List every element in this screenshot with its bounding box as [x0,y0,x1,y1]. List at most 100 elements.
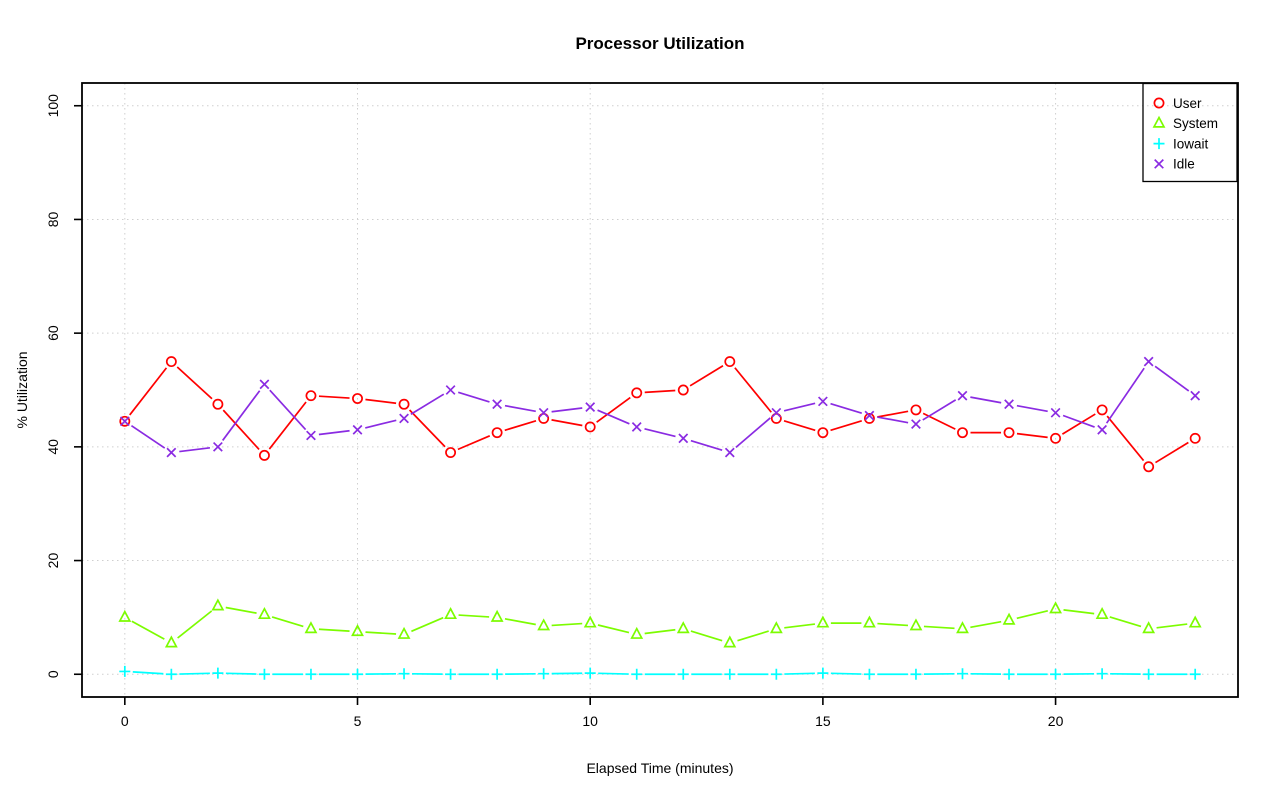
series-segment [877,622,909,627]
data-point-marker [444,606,457,620]
series-segment [179,672,210,675]
series-segment [1016,404,1048,413]
data-point-marker [258,449,270,461]
data-point-marker [212,398,224,410]
data-point-marker [677,384,689,396]
x-tick-label: 0 [121,713,129,729]
data-point-marker [1097,424,1108,435]
data-point-marker [164,635,178,648]
data-point-marker [1049,601,1062,614]
series-segment [457,391,490,403]
data-point-marker [306,430,316,441]
data-point-marker [1143,668,1155,680]
series-segment [877,416,909,424]
data-point-marker [165,668,177,680]
data-point-marker [398,668,410,680]
series-segment [457,435,491,451]
series-user [119,356,1201,473]
series-segment [408,409,446,448]
y-tick-label: 60 [45,325,61,341]
chart-title: Processor Utilization [575,34,744,53]
data-point-marker [631,387,643,399]
series-segment [504,404,536,413]
data-point-marker [399,413,409,424]
data-point-marker [166,447,177,458]
data-point-marker [863,412,875,424]
data-point-marker [678,433,689,444]
data-point-marker [911,419,921,430]
data-point-marker [1143,461,1155,473]
y-tick-label: 100 [45,94,61,118]
series-system [118,598,1202,648]
series-segment [1016,609,1049,620]
series-segment [551,407,583,413]
series-segment [690,630,723,642]
data-point-marker [770,668,782,680]
data-point-marker [211,598,225,611]
data-point-marker [445,447,457,458]
data-point-marker [583,615,597,628]
series-segment [737,630,769,642]
series-segment [922,412,956,430]
series-segment [830,419,863,432]
series-segment [225,672,257,675]
data-point-marker [817,667,829,679]
data-point-marker [491,668,503,680]
data-point-marker [724,668,736,680]
series-segment [365,398,397,405]
legend-marker-circle-icon [1153,97,1165,109]
data-point-marker [957,390,968,401]
series-segment [458,614,490,618]
x-tick-label: 10 [582,713,598,729]
series-segment [132,671,164,675]
data-point-marker [259,379,270,390]
series-segment [830,402,863,415]
data-point-marker [817,396,828,407]
data-point-marker [212,667,224,679]
series-segment [784,672,815,675]
data-point-marker [119,416,130,427]
data-point-marker [445,668,457,680]
series-segment [318,429,350,436]
data-point-marker [1002,612,1016,625]
data-point-marker [864,410,875,421]
legend-marker-x-icon [1154,158,1164,169]
data-point-marker [1003,668,1015,680]
y-tick-label: 0 [45,670,61,678]
data-point-marker [119,665,131,677]
data-point-marker [584,667,596,679]
legend-marker-plus-icon [1153,138,1165,150]
data-point-marker [304,621,318,634]
series-segment [131,620,165,640]
series-segment [268,401,307,450]
legend-label: Iowait [1173,136,1209,151]
y-axis-label: % Utilization [14,351,30,428]
series-segment [269,389,307,431]
series-segment [1109,616,1142,628]
series-segment [644,628,676,635]
data-point-marker [1190,390,1201,401]
legend-label: User [1173,96,1202,111]
legend-item-idle: Idle [1154,157,1195,172]
gridlines [82,83,1238,697]
x-tick-label: 5 [354,713,362,729]
legend-item-user: User [1153,96,1202,111]
legend: User System Iowait Idle [1142,82,1238,183]
series-segment [222,409,260,451]
data-point-marker [677,668,689,680]
x-axis-label: Elapsed Time (minutes) [586,760,733,776]
data-point-marker [910,668,922,680]
series-segment [1016,432,1048,439]
series-segment [596,396,631,423]
data-point-marker [956,668,968,680]
y-tick-label: 40 [45,439,61,455]
data-point-marker [724,447,735,458]
data-point-marker [584,421,596,433]
series-segment [365,419,397,429]
data-point-marker [1050,407,1061,418]
series-segment [784,623,816,629]
series-segment [689,365,724,387]
series-segment [1063,609,1095,615]
